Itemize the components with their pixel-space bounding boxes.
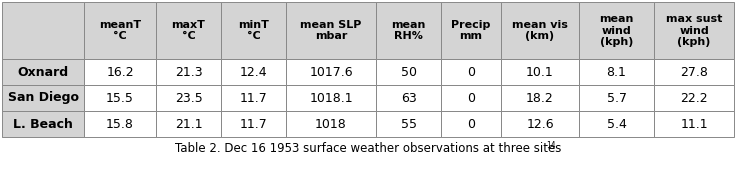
Bar: [286, 59, 376, 85]
Text: 11.1: 11.1: [680, 117, 708, 130]
Bar: [84, 111, 156, 137]
Bar: [376, 2, 441, 59]
Text: 0: 0: [467, 117, 475, 130]
Text: 21.3: 21.3: [174, 66, 203, 79]
Text: 55: 55: [401, 117, 416, 130]
Text: 50: 50: [401, 66, 416, 79]
Bar: [441, 59, 501, 85]
Text: 1018.1: 1018.1: [309, 92, 352, 104]
Bar: [654, 59, 734, 85]
Bar: [501, 2, 579, 59]
Text: maxT
°C: maxT °C: [171, 20, 206, 41]
Text: 11.7: 11.7: [240, 92, 267, 104]
Bar: [2, 59, 84, 85]
Bar: [156, 111, 221, 137]
Text: 8.1: 8.1: [606, 66, 626, 79]
Bar: [441, 111, 501, 137]
Text: L. Beach: L. Beach: [13, 117, 73, 130]
Bar: [2, 85, 84, 111]
Text: 15.8: 15.8: [106, 117, 134, 130]
Text: meanT
°C: meanT °C: [99, 20, 141, 41]
Bar: [221, 59, 286, 85]
Bar: [501, 59, 579, 85]
Bar: [286, 111, 376, 137]
Bar: [501, 111, 579, 137]
Text: 12.6: 12.6: [526, 117, 554, 130]
Text: mean vis
(km): mean vis (km): [512, 20, 568, 41]
Text: max sust
wind
(kph): max sust wind (kph): [666, 14, 722, 47]
Bar: [376, 85, 441, 111]
Bar: [286, 2, 376, 59]
Text: 0: 0: [467, 92, 475, 104]
Text: Precip
mm: Precip mm: [451, 20, 490, 41]
Text: 16.2: 16.2: [106, 66, 134, 79]
Text: 12.4: 12.4: [240, 66, 267, 79]
Bar: [156, 2, 221, 59]
Text: mean
wind
(kph): mean wind (kph): [600, 14, 634, 47]
Text: mean
RH%: mean RH%: [391, 20, 426, 41]
Bar: [654, 111, 734, 137]
Text: San Diego: San Diego: [7, 92, 79, 104]
Bar: [376, 111, 441, 137]
Bar: [286, 85, 376, 111]
Text: 10.1: 10.1: [526, 66, 554, 79]
Text: 5.7: 5.7: [606, 92, 626, 104]
Bar: [84, 59, 156, 85]
Text: Table 2. Dec 16 1953 surface weather observations at three sites: Table 2. Dec 16 1953 surface weather obs…: [175, 143, 561, 156]
Bar: [221, 85, 286, 111]
Text: 1018: 1018: [315, 117, 347, 130]
Bar: [441, 85, 501, 111]
Bar: [2, 2, 84, 59]
Bar: [441, 2, 501, 59]
Text: 27.8: 27.8: [680, 66, 708, 79]
Text: mean SLP
mbar: mean SLP mbar: [301, 20, 361, 41]
Text: 63: 63: [401, 92, 416, 104]
Text: 23.5: 23.5: [174, 92, 203, 104]
Bar: [221, 2, 286, 59]
Bar: [156, 59, 221, 85]
Text: Oxnard: Oxnard: [18, 66, 68, 79]
Bar: [579, 59, 654, 85]
Bar: [84, 85, 156, 111]
Bar: [156, 85, 221, 111]
Text: 0: 0: [467, 66, 475, 79]
Text: 11.7: 11.7: [240, 117, 267, 130]
Text: 22.2: 22.2: [680, 92, 708, 104]
Bar: [579, 111, 654, 137]
Text: 18.2: 18.2: [526, 92, 554, 104]
Bar: [221, 111, 286, 137]
Bar: [2, 111, 84, 137]
Bar: [579, 85, 654, 111]
Bar: [84, 2, 156, 59]
Text: 5.4: 5.4: [606, 117, 626, 130]
Text: 14: 14: [546, 140, 556, 149]
Text: minT
°C: minT °C: [238, 20, 269, 41]
Text: 21.1: 21.1: [174, 117, 203, 130]
Bar: [654, 85, 734, 111]
Text: 15.5: 15.5: [106, 92, 134, 104]
Bar: [654, 2, 734, 59]
Text: 1017.6: 1017.6: [309, 66, 352, 79]
Bar: [501, 85, 579, 111]
Bar: [376, 59, 441, 85]
Bar: [579, 2, 654, 59]
